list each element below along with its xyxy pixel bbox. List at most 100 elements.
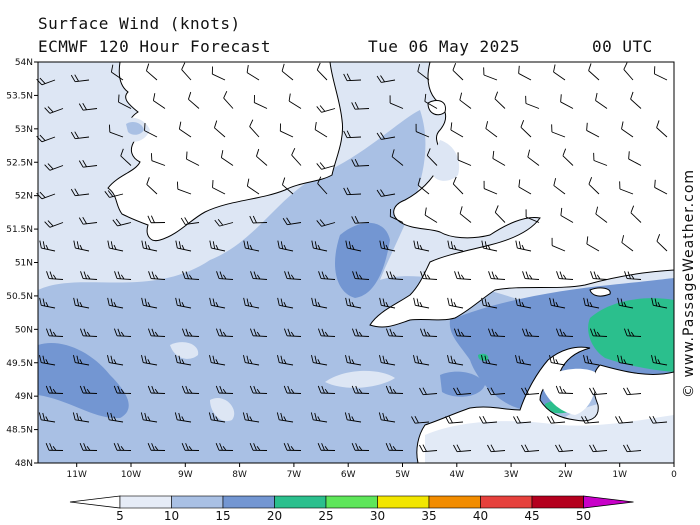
scale-label: 10 — [164, 509, 179, 523]
wind-barb — [80, 271, 98, 280]
wind-barb — [617, 297, 634, 309]
wind-field-20-25 — [588, 298, 674, 372]
wind-barb — [113, 328, 132, 337]
wind-barb — [70, 188, 90, 197]
calm-patch — [325, 370, 395, 388]
wind-barb — [376, 132, 396, 140]
wind-barb — [70, 74, 90, 83]
wind-speed-color-scale: 5 10 15 20 25 30 35 40 45 50 — [69, 495, 634, 523]
wind-barb — [220, 150, 234, 166]
lat-label: 51.5N — [6, 225, 33, 235]
scale-segment — [119, 495, 172, 509]
wind-barb — [113, 443, 132, 451]
lon-label: 0 — [671, 470, 677, 480]
wind-barb — [181, 328, 200, 337]
wind-barb — [593, 152, 608, 166]
wind-barb — [314, 121, 328, 138]
wind-barb — [555, 444, 574, 453]
calm-patch — [170, 342, 199, 359]
wind-barb — [181, 62, 192, 81]
latitude-axis: 54N 53.5N 53N 52.5N 52N 51.5N 51N 50.5N 50N 49.5N… — [6, 58, 38, 469]
wind-barb — [521, 387, 540, 396]
wind-barb — [246, 64, 260, 81]
scale-segment — [222, 495, 275, 509]
wind-barb — [253, 94, 268, 109]
wind-barb — [378, 412, 396, 423]
lon-label: 8W — [232, 470, 247, 480]
wind-barb — [106, 412, 124, 423]
wind-barb — [413, 240, 430, 252]
wind-barb — [453, 387, 472, 396]
wind-barb — [147, 328, 166, 337]
wind-barb — [351, 216, 370, 224]
scale-segment — [377, 495, 430, 509]
wind-barb — [389, 208, 404, 223]
wind-barb — [525, 209, 540, 223]
wind-barb — [212, 180, 226, 195]
wind-barb — [181, 443, 200, 451]
wind-barb — [141, 297, 158, 309]
wind-barb — [586, 236, 600, 252]
wind-barb — [246, 178, 260, 195]
forecast-time: 00 UTC — [592, 37, 653, 56]
wind-barb — [453, 328, 472, 337]
wind-barb — [583, 297, 600, 309]
wind-field-15-20 — [440, 371, 485, 397]
wind-barb — [562, 148, 574, 166]
wind-barb — [45, 328, 64, 337]
wind-barb — [651, 355, 668, 366]
wind-barb — [555, 385, 574, 394]
wind-barb — [180, 217, 200, 225]
wind-barb — [385, 443, 404, 451]
wind-barb — [454, 271, 472, 280]
wind-barb — [282, 177, 294, 195]
wind-barb — [483, 180, 498, 195]
wind-barb — [525, 95, 540, 109]
isle-of-man — [427, 99, 446, 116]
lon-label: 2W — [558, 470, 573, 480]
wind-barb — [453, 444, 472, 453]
wind-barb — [351, 102, 370, 110]
wind-barb — [288, 93, 302, 109]
wind-barb — [39, 240, 56, 252]
wind-barb — [283, 328, 302, 337]
wind-barb — [630, 205, 642, 223]
wind-barb — [555, 328, 574, 337]
wind-barb — [518, 179, 532, 195]
lon-label: 4W — [449, 470, 464, 480]
wind-barb — [351, 159, 370, 167]
wind-barb — [487, 444, 506, 453]
wind-barb — [281, 63, 294, 81]
wind-barb — [118, 94, 132, 109]
wind-barb — [311, 297, 328, 309]
wind-barb — [107, 355, 124, 366]
wind-barb — [481, 355, 498, 366]
wind-barb — [223, 90, 234, 109]
wind-barb — [621, 235, 634, 252]
wind-barb — [590, 271, 608, 280]
wind-barb — [553, 64, 566, 81]
wind-barb — [249, 443, 268, 451]
wind-barb — [214, 120, 226, 138]
wind-barb — [209, 297, 226, 309]
wind-barb — [413, 297, 430, 309]
wind-barb — [73, 297, 90, 309]
wind-barb — [112, 218, 132, 227]
wind-barb — [250, 271, 268, 280]
model-forecast-label: ECMWF 120 Hour Forecast — [38, 37, 272, 56]
wind-barb — [249, 385, 268, 394]
wind-barb — [243, 297, 260, 309]
wind-barb — [150, 153, 166, 166]
wind-barb — [481, 240, 498, 252]
wind-barb — [316, 105, 336, 113]
lat-label: 48N — [15, 459, 33, 469]
wind-barb — [424, 207, 438, 223]
wind-barb — [243, 355, 260, 366]
lon-label: 9W — [178, 470, 193, 480]
wind-barb — [107, 297, 124, 309]
wind-barb — [560, 207, 574, 223]
wind-barb — [452, 62, 464, 81]
wind-barb — [385, 385, 404, 394]
wind-barb — [417, 64, 430, 81]
longitude-axis: 11W 10W 9W 8W 7W 6W 5W 4W 3W 2W 1W 0 — [67, 463, 677, 480]
